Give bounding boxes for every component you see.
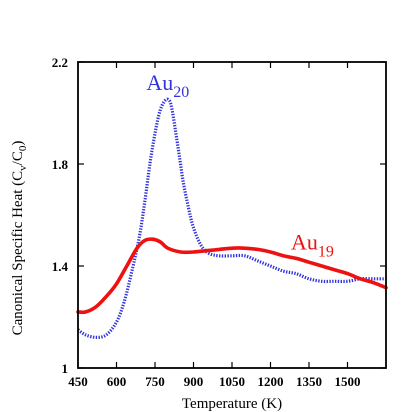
x-tick-label: 900	[184, 374, 204, 389]
y-axis-title: Canonical Specific Heat (Cv/C0)	[10, 141, 29, 336]
y-tick-label: 1	[62, 361, 69, 376]
y-tick-label: 1.8	[52, 157, 69, 172]
plot-frame	[77, 61, 387, 369]
x-tick-label: 1200	[258, 374, 284, 389]
x-tick-label: 1050	[219, 374, 245, 389]
y-tick-label: 2.2	[52, 55, 68, 70]
x-tick-label: 1500	[335, 374, 361, 389]
x-tick-label: 750	[145, 374, 165, 389]
series-label-au19: Au19	[291, 229, 334, 260]
x-tick-label: 1350	[296, 374, 322, 389]
y-tick-label: 1.4	[52, 259, 69, 274]
x-axis-title: Temperature (K)	[182, 396, 282, 412]
series-line-au19	[76, 237, 388, 315]
x-tick-label: 450	[68, 374, 88, 389]
x-tick-label: 600	[107, 374, 127, 389]
series-label-au20: Au20	[146, 70, 189, 101]
series-line-au20	[77, 97, 386, 339]
